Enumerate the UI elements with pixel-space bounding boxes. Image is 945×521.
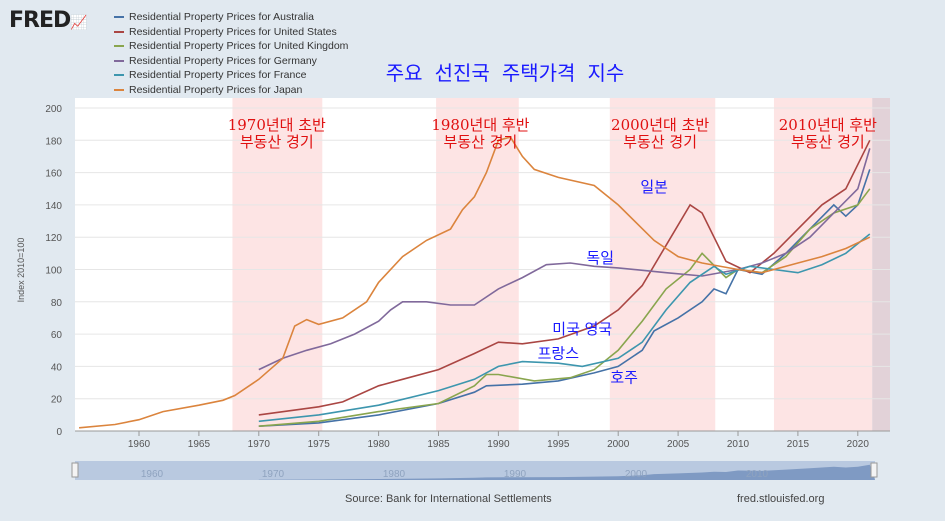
chart-title: 주요 선진국 주택가격 지수 xyxy=(386,61,625,85)
legend-label: Residential Property Prices for United K… xyxy=(129,40,349,52)
period-annotation: 부동산 경기 xyxy=(240,133,314,151)
source-note: Source: Bank for International Settlemen… xyxy=(345,493,552,505)
y-tick-label: 100 xyxy=(45,266,62,277)
legend-swatch xyxy=(114,30,124,33)
shaded-period xyxy=(609,98,716,431)
x-tick-label: 2015 xyxy=(787,439,810,450)
navigator-label: 2000 xyxy=(625,469,648,480)
legend-swatch xyxy=(114,45,124,48)
y-tick-label: 200 xyxy=(45,104,62,115)
x-tick-label: 1970 xyxy=(248,439,271,450)
shaded-period xyxy=(232,98,323,431)
y-tick-label: 140 xyxy=(45,201,62,212)
series-label: 프랑스 xyxy=(538,344,580,362)
y-tick-label: 40 xyxy=(51,362,63,373)
legend-item[interactable]: Residential Property Prices for United K… xyxy=(114,39,348,54)
series-line xyxy=(258,169,871,427)
y-tick-label: 60 xyxy=(51,330,63,341)
period-annotation: 부동산 경기 xyxy=(623,133,697,151)
period-annotation: 1980년대 후반 xyxy=(431,116,529,134)
navigator-label: 1970 xyxy=(262,469,285,480)
legend-item[interactable]: Residential Property Prices for Australi… xyxy=(114,10,348,25)
series-label: 미국 영국 xyxy=(552,320,612,338)
fred-url[interactable]: fred.stlouisfed.org xyxy=(737,493,825,505)
legend-item[interactable]: Residential Property Prices for Japan xyxy=(114,83,348,98)
x-tick-label: 2000 xyxy=(607,439,630,450)
y-tick-label: 0 xyxy=(56,427,62,438)
y-axis-label: Index 2010=100 xyxy=(16,238,26,303)
navigator-label: 1990 xyxy=(504,469,527,480)
period-annotation: 2000년대 초반 xyxy=(611,116,709,134)
legend-label: Residential Property Prices for Germany xyxy=(129,54,317,67)
x-tick-label: 2010 xyxy=(727,439,750,450)
fred-logo[interactable]: FRED📈 xyxy=(9,8,88,33)
recession-shade xyxy=(872,98,890,431)
y-tick-label: 180 xyxy=(45,136,62,147)
period-annotation: 1970년대 초반 xyxy=(228,116,326,134)
x-tick-label: 1980 xyxy=(367,439,390,450)
legend-label: Residential Property Prices for Australi… xyxy=(129,11,314,23)
chart-logo-icon: 📈 xyxy=(70,15,87,31)
x-tick-label: 2020 xyxy=(847,439,870,450)
legend-item[interactable]: Residential Property Prices for Germany xyxy=(114,54,348,69)
legend-item[interactable]: Residential Property Prices for France xyxy=(114,68,348,83)
y-tick-label: 80 xyxy=(51,298,63,309)
y-tick-label: 120 xyxy=(45,233,62,244)
series-label: 호주 xyxy=(610,369,638,387)
y-tick-label: 20 xyxy=(51,395,63,406)
legend-label: Residential Property Prices for United S… xyxy=(129,25,337,38)
navigator-handle-left[interactable] xyxy=(71,462,79,478)
legend: Residential Property Prices for Australi… xyxy=(114,10,348,97)
navigator-area xyxy=(258,464,875,480)
x-tick-label: 1985 xyxy=(427,439,450,450)
legend-swatch xyxy=(114,74,124,77)
x-tick-label: 1965 xyxy=(188,439,211,450)
series-line xyxy=(258,233,871,423)
navigator-label: 1960 xyxy=(141,469,164,480)
legend-item[interactable]: Residential Property Prices for United S… xyxy=(114,25,348,40)
legend-swatch xyxy=(114,16,124,19)
period-annotation: 2010년대 후반 xyxy=(779,116,877,134)
y-tick-label: 160 xyxy=(45,169,62,180)
x-tick-label: 2005 xyxy=(667,439,690,450)
period-annotation: 부동산 경기 xyxy=(444,133,518,151)
navigator-label: 2010 xyxy=(746,469,769,480)
x-tick-label: 1975 xyxy=(308,439,331,450)
series-line xyxy=(258,148,871,371)
navigator-label: 1980 xyxy=(383,469,406,480)
x-tick-label: 1960 xyxy=(128,439,151,450)
series-label: 일본 xyxy=(640,178,668,196)
series-line xyxy=(258,139,871,416)
series-line xyxy=(79,136,871,429)
x-tick-label: 1990 xyxy=(487,439,510,450)
x-tick-label: 1995 xyxy=(547,439,570,450)
legend-swatch xyxy=(114,88,124,91)
period-annotation: 부동산 경기 xyxy=(791,133,865,151)
legend-swatch xyxy=(114,59,124,62)
navigator-handle-right[interactable] xyxy=(870,462,878,478)
legend-label: Residential Property Prices for France xyxy=(129,69,307,81)
series-label: 독일 xyxy=(586,249,614,267)
legend-label: Residential Property Prices for Japan xyxy=(129,83,303,96)
